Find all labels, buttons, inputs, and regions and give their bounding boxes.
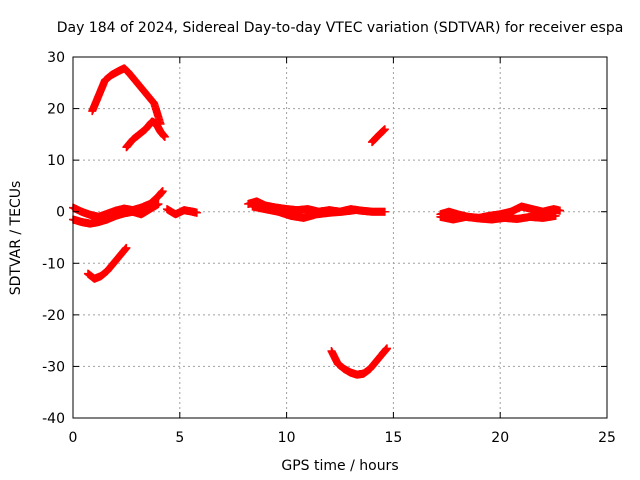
x-axis-ticks: 0 5 10 15 20 25	[69, 57, 616, 446]
plot-frame	[72, 56, 608, 419]
data-points	[69, 64, 565, 379]
data-point	[380, 125, 389, 134]
x-tick-label: 5	[175, 430, 184, 446]
x-tick-label: 10	[278, 430, 296, 446]
data-point	[551, 211, 560, 220]
series-arc-upper-1	[88, 64, 165, 129]
data-point	[122, 243, 131, 252]
y-tick-label: 20	[47, 102, 65, 118]
y-tick-label: 30	[47, 50, 65, 66]
data-point	[154, 199, 163, 208]
series-arc-mid-14	[368, 125, 389, 147]
series-arc-bottom	[327, 344, 391, 379]
data-point	[350, 206, 359, 215]
x-tick-label: 15	[384, 430, 402, 446]
data-point	[380, 207, 389, 216]
series-near-zero-7	[436, 211, 560, 224]
data-point	[556, 206, 565, 215]
series-arc-upper-2	[122, 117, 169, 152]
y-tick-label: -10	[42, 256, 65, 272]
x-axis-label: GPS time / hours	[281, 458, 398, 474]
x-tick-label: 25	[598, 430, 616, 446]
y-axis-ticks: -40 -30 -20 -10 0 10 20 30	[42, 50, 607, 427]
x-tick-label: 20	[491, 430, 509, 446]
series-near-zero-5	[248, 202, 359, 222]
y-axis-label: SDTVAR / TECUs	[8, 181, 24, 296]
series-near-zero-3	[162, 205, 201, 219]
y-tick-label: -40	[42, 411, 65, 427]
y-tick-label: -20	[42, 308, 65, 324]
data-point	[160, 132, 169, 141]
y-tick-label: 10	[47, 153, 65, 169]
data-point	[192, 208, 201, 217]
data-point	[382, 344, 391, 353]
series-arc-lower-1	[83, 243, 131, 283]
y-tick-label: 0	[56, 205, 65, 221]
data-point	[158, 187, 167, 196]
chart-title: Day 184 of 2024, Sidereal Day-to-day VTE…	[57, 20, 624, 36]
x-tick-label: 0	[69, 430, 78, 446]
series-near-zero-2	[69, 199, 163, 228]
y-tick-label: -30	[42, 359, 65, 375]
